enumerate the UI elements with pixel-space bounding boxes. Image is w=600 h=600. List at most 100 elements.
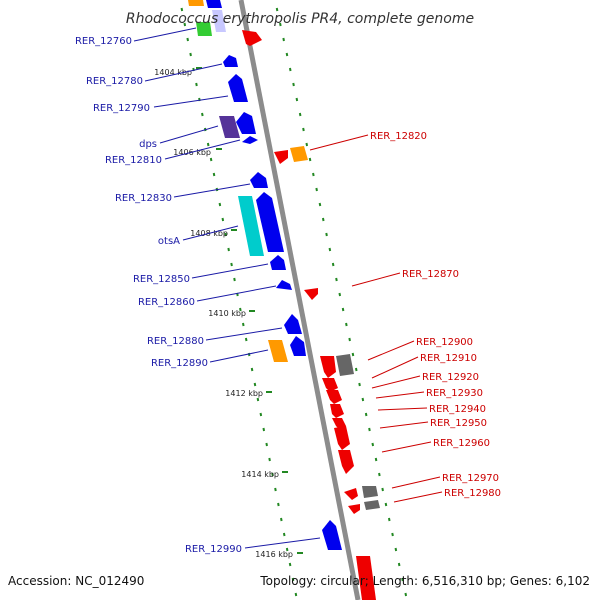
- guide-dot: [378, 472, 381, 477]
- guide-dot: [295, 97, 299, 102]
- kbp-tick-label: 1410 kbp: [208, 309, 246, 318]
- guide-dot: [354, 367, 358, 372]
- gene-rer-12990: [322, 520, 342, 550]
- gene-label: RER_12930: [426, 388, 483, 399]
- guide-dot: [285, 52, 289, 57]
- guide-dot: [298, 112, 302, 117]
- guide-dot: [391, 532, 394, 537]
- kbp-tick-label: 1404 kbp: [154, 68, 192, 77]
- genome-backbone: [238, 0, 361, 600]
- kbp-tick-label: 1412 kbp: [225, 389, 263, 398]
- guide-dot: [189, 52, 192, 57]
- reverse-strand-features: [219, 55, 342, 550]
- gene-label: RER_12850: [133, 274, 190, 285]
- guide-dot: [186, 37, 189, 42]
- guide-dot: [348, 337, 351, 342]
- gene-label: RER_12820: [370, 131, 427, 142]
- kbp-tick-label: 1416 kbp: [255, 550, 293, 559]
- guide-dot: [361, 397, 365, 402]
- gene-rer-12900: [320, 356, 336, 378]
- cds-reverse-feature: [212, 10, 226, 32]
- gene-label: RER_12990: [185, 544, 242, 555]
- guide-dot: [256, 397, 260, 402]
- guide-dot: [212, 172, 216, 177]
- guide-dot: [292, 82, 295, 87]
- guide-dot: [282, 37, 285, 42]
- gene-rer-12790: [228, 74, 248, 102]
- guide-dot: [397, 562, 401, 567]
- guide-dot: [331, 262, 335, 267]
- guide-dot: [274, 487, 277, 492]
- guide-dot: [325, 232, 328, 237]
- guide-dot: [268, 457, 271, 462]
- guide-dot: [227, 247, 230, 252]
- guide-dot: [275, 7, 279, 12]
- gene-label: RER_12940: [429, 404, 486, 415]
- guide-dot: [341, 307, 345, 312]
- gene-label: RER_12960: [433, 438, 490, 449]
- guide-dot: [288, 562, 292, 567]
- guide-dot: [288, 67, 292, 72]
- guide-dot: [358, 382, 361, 387]
- gene-label: RER_12900: [416, 337, 473, 348]
- guide-dot: [180, 7, 184, 12]
- gene-otsA: [238, 196, 264, 256]
- cds-reverse-feature: [206, 0, 222, 8]
- guide-dot: [374, 457, 378, 462]
- gene-rer-12780: [223, 55, 238, 67]
- gene-label: RER_12950: [430, 418, 487, 429]
- gene-rer-12880: [284, 314, 302, 334]
- guide-dot: [239, 307, 242, 312]
- guide-dot: [318, 202, 322, 207]
- guide-dot: [291, 577, 295, 582]
- guide-dot: [387, 517, 391, 522]
- gene-label: RER_12780: [86, 76, 143, 87]
- guide-dot: [308, 157, 312, 162]
- guide-dot: [183, 22, 187, 27]
- gene-dps: [219, 116, 240, 138]
- guide-dot: [195, 82, 198, 87]
- gene-label: RER_12980: [444, 488, 501, 499]
- guide-dot: [262, 427, 266, 432]
- guide-dot: [312, 172, 315, 177]
- forward-strand-features: [242, 30, 380, 600]
- left-label-leaders: [133, 27, 321, 549]
- gene-rer-12970: [344, 488, 358, 500]
- guide-dot: [265, 442, 268, 447]
- guide-dot: [230, 262, 233, 267]
- gene-rer-12860: [276, 280, 292, 290]
- guide-dot: [282, 532, 286, 537]
- guide-dot: [279, 22, 282, 27]
- left-gene-labels: RER_12760 RER_12780 RER_12790 dps RER_12…: [75, 36, 242, 555]
- misc-feature: [196, 22, 212, 36]
- gene-rer-12980-b: [364, 500, 380, 510]
- guide-dot: [394, 547, 398, 552]
- gene-label: RER_12760: [75, 36, 132, 47]
- gene-label: RER_12790: [93, 103, 150, 114]
- guide-dot: [209, 157, 213, 162]
- guide-dot: [253, 382, 257, 387]
- gene-rer-12820: [290, 146, 308, 162]
- gene-label: RER_12860: [138, 297, 195, 308]
- guide-dot: [285, 547, 289, 552]
- gene-rer-12980: [348, 504, 360, 514]
- accession-label: Accession: NC_012490: [8, 574, 145, 588]
- gene-label: RER_12810: [105, 155, 162, 166]
- gene-rer-12800: [236, 112, 256, 134]
- gene-rer-12820-a: [274, 150, 288, 164]
- gene-rer-12830-a: [250, 172, 268, 188]
- gene-rer-12940: [330, 404, 344, 418]
- guide-dot: [335, 277, 338, 282]
- gene-rer-13000: [356, 556, 376, 600]
- gene-label: dps: [139, 139, 157, 150]
- gene-rer-12970-b: [362, 486, 378, 498]
- gene-label: otsA: [158, 236, 180, 247]
- guide-dot: [280, 517, 283, 522]
- gene-label: RER_12920: [422, 372, 479, 383]
- guide-dot: [345, 322, 348, 327]
- guide-dot: [404, 592, 408, 597]
- guide-dot: [328, 247, 332, 252]
- guide-dot: [364, 412, 368, 417]
- guide-dot: [250, 367, 254, 372]
